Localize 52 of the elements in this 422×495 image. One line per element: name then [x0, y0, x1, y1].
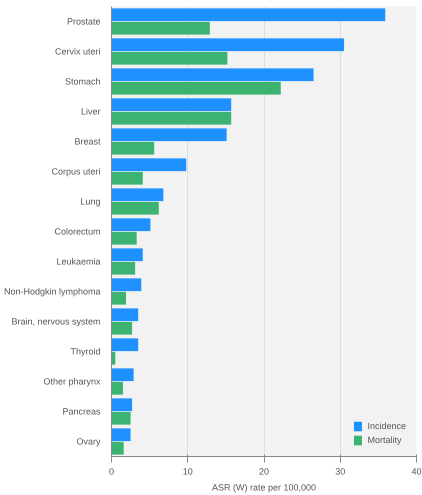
y-tick-label: Other pharynx	[43, 376, 101, 386]
bar	[112, 142, 154, 155]
bar	[112, 338, 138, 352]
bar	[112, 68, 314, 82]
bar	[112, 38, 344, 52]
x-tick-label: 0	[108, 466, 114, 476]
bar	[112, 248, 143, 262]
y-tick-label: Cervix uteri	[54, 46, 101, 56]
y-tick-label: Corpus uteri	[51, 166, 101, 176]
y-tick-label: Liver	[80, 106, 101, 116]
bar	[112, 82, 281, 95]
bar	[112, 98, 232, 112]
bar	[112, 368, 134, 382]
bar	[112, 52, 228, 65]
x-tick-label: 40	[411, 466, 422, 476]
legend-label: Mortality	[367, 435, 402, 445]
bar	[112, 442, 124, 455]
bar	[112, 112, 232, 125]
y-tick-label: Non-Hodgkin lymphoma	[4, 286, 101, 296]
y-tick-label: Ovary	[76, 436, 101, 446]
bar	[112, 172, 143, 185]
y-tick-label: Colorectum	[54, 226, 100, 236]
x-tick-label: 30	[335, 466, 346, 476]
y-tick-label: Lung	[80, 196, 101, 206]
legend-label: Incidence	[367, 421, 406, 431]
bar	[112, 22, 210, 35]
bar	[112, 278, 142, 292]
x-tick-label: 10	[182, 466, 193, 476]
bar	[112, 292, 126, 305]
y-tick-label: Prostate	[66, 16, 101, 26]
y-tick-label: Stomach	[64, 76, 101, 86]
bar	[112, 128, 227, 142]
bar	[112, 308, 138, 322]
x-tick-label: 20	[258, 466, 270, 476]
y-tick-label: Thyroid	[70, 346, 101, 356]
x-axis-title: ASR (W) rate per 100,000	[212, 482, 316, 492]
bar	[112, 428, 131, 442]
y-tick-label: Brain, nervous system	[11, 316, 101, 326]
bar	[112, 322, 132, 335]
bar	[112, 382, 123, 395]
bar	[112, 232, 137, 245]
bar	[112, 8, 386, 22]
bar	[112, 398, 132, 412]
bar	[112, 188, 164, 202]
bar	[112, 412, 131, 425]
bar	[112, 218, 150, 232]
bar	[112, 262, 136, 275]
y-tick-label: Leukaemia	[56, 256, 100, 266]
y-tick-label: Pancreas	[62, 406, 101, 416]
y-tick-label: Breast	[74, 136, 101, 146]
bar	[112, 158, 186, 172]
bar	[112, 202, 159, 215]
